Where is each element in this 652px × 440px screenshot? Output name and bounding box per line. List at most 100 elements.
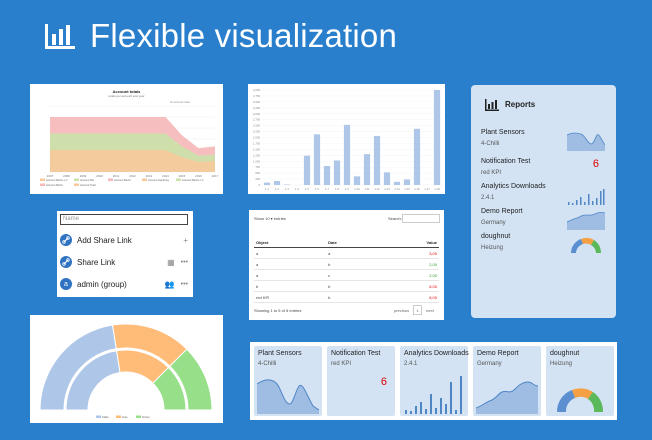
column-header[interactable]: Object xyxy=(254,237,327,248)
table-header-row: Object Date Value xyxy=(254,237,439,248)
report-item-name: doughnut xyxy=(481,233,511,240)
report-item-notification-test[interactable]: Notification Test red KPI 6 xyxy=(481,158,609,184)
area-chart-card[interactable]: Account totals totals per account and ye… xyxy=(30,84,223,194)
bar xyxy=(363,154,371,185)
table-cell: red KPI xyxy=(254,291,327,303)
table-cell: a xyxy=(254,269,327,281)
copy-icon[interactable]: ▦ xyxy=(167,257,175,267)
y-tick-label: 750 xyxy=(255,165,260,169)
bar xyxy=(383,172,391,185)
legend-label: Account Berlin e.V. xyxy=(182,178,204,182)
area-series xyxy=(50,150,215,172)
previous-button[interactable]: previous xyxy=(394,307,410,313)
table-cell: 3,00 xyxy=(378,247,439,259)
sparkline-area xyxy=(567,211,605,230)
page-button[interactable]: 1 xyxy=(413,305,423,315)
report-item-analytics-downloads[interactable]: Analytics Downloads 2.4.1 xyxy=(481,183,609,209)
x-tick-label: 1.9 xyxy=(345,187,349,191)
bar-chart-card[interactable]: 0 200 500 750 1,000 1,250 1,500 1,750 2,000 2,250… xyxy=(248,84,445,194)
legend-label: Account Ber xyxy=(80,178,94,182)
x-tick-label: 2016 xyxy=(195,174,202,178)
table-cell: b xyxy=(326,280,379,292)
kpi-tile-notification-test[interactable]: Notification Test red KPI 6 xyxy=(327,346,395,416)
table-cell: a xyxy=(254,258,327,270)
kpi-tile-doughnut[interactable]: doughnut Heizung xyxy=(546,346,614,416)
report-item-doughnut[interactable]: doughnut Heizung xyxy=(481,233,609,259)
reports-panel: Reports Plant Sensors 4-Chilli Notificat… xyxy=(471,85,616,318)
area-chart-subtitle: totals per account and year xyxy=(108,94,145,98)
x-tick-label: 1.5 xyxy=(305,187,309,191)
legend-label: Account Total xyxy=(80,183,96,187)
legend-label: Strom xyxy=(142,415,151,419)
bar xyxy=(413,128,421,185)
share-row-label: Add Share Link xyxy=(77,235,132,245)
share-card: Name Add Share Link + Share Link ▦ ••• a… xyxy=(57,211,193,297)
x-tick-label: 2009 xyxy=(80,174,87,178)
report-item-sub: Germany xyxy=(481,220,506,226)
more-icon[interactable]: ••• xyxy=(180,258,188,266)
x-tick-label: 1.7 xyxy=(325,187,329,191)
table-cell: 6,00 xyxy=(378,280,439,292)
share-name-input[interactable]: Name xyxy=(60,214,188,225)
column-header[interactable]: Date xyxy=(326,237,379,248)
next-button[interactable]: next xyxy=(426,307,434,313)
share-row-label: Share Link xyxy=(77,257,116,267)
table-cell: b xyxy=(326,258,379,270)
report-item-demo-report[interactable]: Demo Report Germany xyxy=(481,208,609,234)
legend-swatch xyxy=(74,183,79,186)
table-cell: b xyxy=(254,280,327,292)
report-item-name: Plant Sensors xyxy=(481,129,525,136)
search-label: Search: xyxy=(388,216,402,221)
add-icon[interactable]: + xyxy=(183,235,188,245)
sparkline-bars xyxy=(568,189,605,205)
report-item-plant-sensors[interactable]: Plant Sensors 4-Chilli xyxy=(481,129,609,155)
legend-swatch xyxy=(40,178,45,181)
group-icon[interactable]: 👥 xyxy=(164,279,175,289)
table-row: a c 2,00 xyxy=(254,269,439,281)
y-tick-label: 2,500 xyxy=(253,124,260,128)
x-tick-label: 1.14 xyxy=(394,187,400,191)
table-card: Show 10 ▾ entries Search: Object Date Va… xyxy=(249,210,444,320)
kpi-tile-plant-sensors[interactable]: Plant Sensors 4-Chilli xyxy=(254,346,322,416)
doughnut-card[interactable]: Kälte Gas Strom xyxy=(30,315,223,423)
group-avatar: a xyxy=(60,278,72,290)
bar xyxy=(303,155,311,185)
kpi-tile-demo-report[interactable]: Demo Report Germany xyxy=(473,346,541,416)
table-info: Showing 1 to 5 of 5 entries xyxy=(254,308,302,313)
share-row-link[interactable]: Share Link ▦ ••• xyxy=(60,254,188,270)
report-item-kpi-value: 6 xyxy=(592,158,599,170)
x-tick-label: 2015 xyxy=(179,174,186,178)
x-tick-label: 1.8 xyxy=(335,187,339,191)
area-chart-toolbar[interactable]: Download data xyxy=(170,100,191,104)
report-item-sub: Heizung xyxy=(481,245,504,251)
pagination: previous 1 next xyxy=(394,305,434,315)
legend-swatch xyxy=(142,178,147,181)
more-icon[interactable]: ••• xyxy=(180,280,188,288)
table-cell: 6,00 xyxy=(378,291,439,303)
area-chart-title: Account totals xyxy=(112,89,141,94)
reports-bar-chart-icon xyxy=(485,99,499,111)
y-tick-label: 200 xyxy=(255,177,260,181)
legend-label: Gas xyxy=(122,415,128,419)
kpi-tile-analytics-downloads[interactable]: Analytics Downloads 2.4.1 xyxy=(400,346,469,416)
share-row-add-link[interactable]: Add Share Link + xyxy=(60,232,188,248)
report-item-name: Notification Test xyxy=(481,158,531,165)
y-tick-label: 3,750 xyxy=(253,94,260,98)
search-input[interactable] xyxy=(402,214,440,223)
kpi-name: Notification Test xyxy=(331,350,381,357)
entries-select[interactable]: Show 10 ▾ entries xyxy=(254,216,286,221)
bar xyxy=(313,134,321,185)
share-row-admin-group[interactable]: a admin (group) 👥 ••• xyxy=(60,276,188,292)
page-title: Flexible visualization xyxy=(90,17,398,54)
bar xyxy=(433,90,441,185)
column-header[interactable]: Value xyxy=(378,237,439,248)
x-tick-label: 2010 xyxy=(96,174,103,178)
legend-label: Account Hamburg xyxy=(148,178,169,182)
bar xyxy=(373,135,381,185)
report-item-sub: 2.4.1 xyxy=(481,195,495,201)
link-icon xyxy=(60,256,72,268)
y-tick-label: 2,250 xyxy=(253,130,260,134)
x-tick-label: 2011 xyxy=(113,174,120,178)
y-tick-label: 2,750 xyxy=(253,118,260,122)
x-tick-label: 1.3 xyxy=(285,187,289,191)
